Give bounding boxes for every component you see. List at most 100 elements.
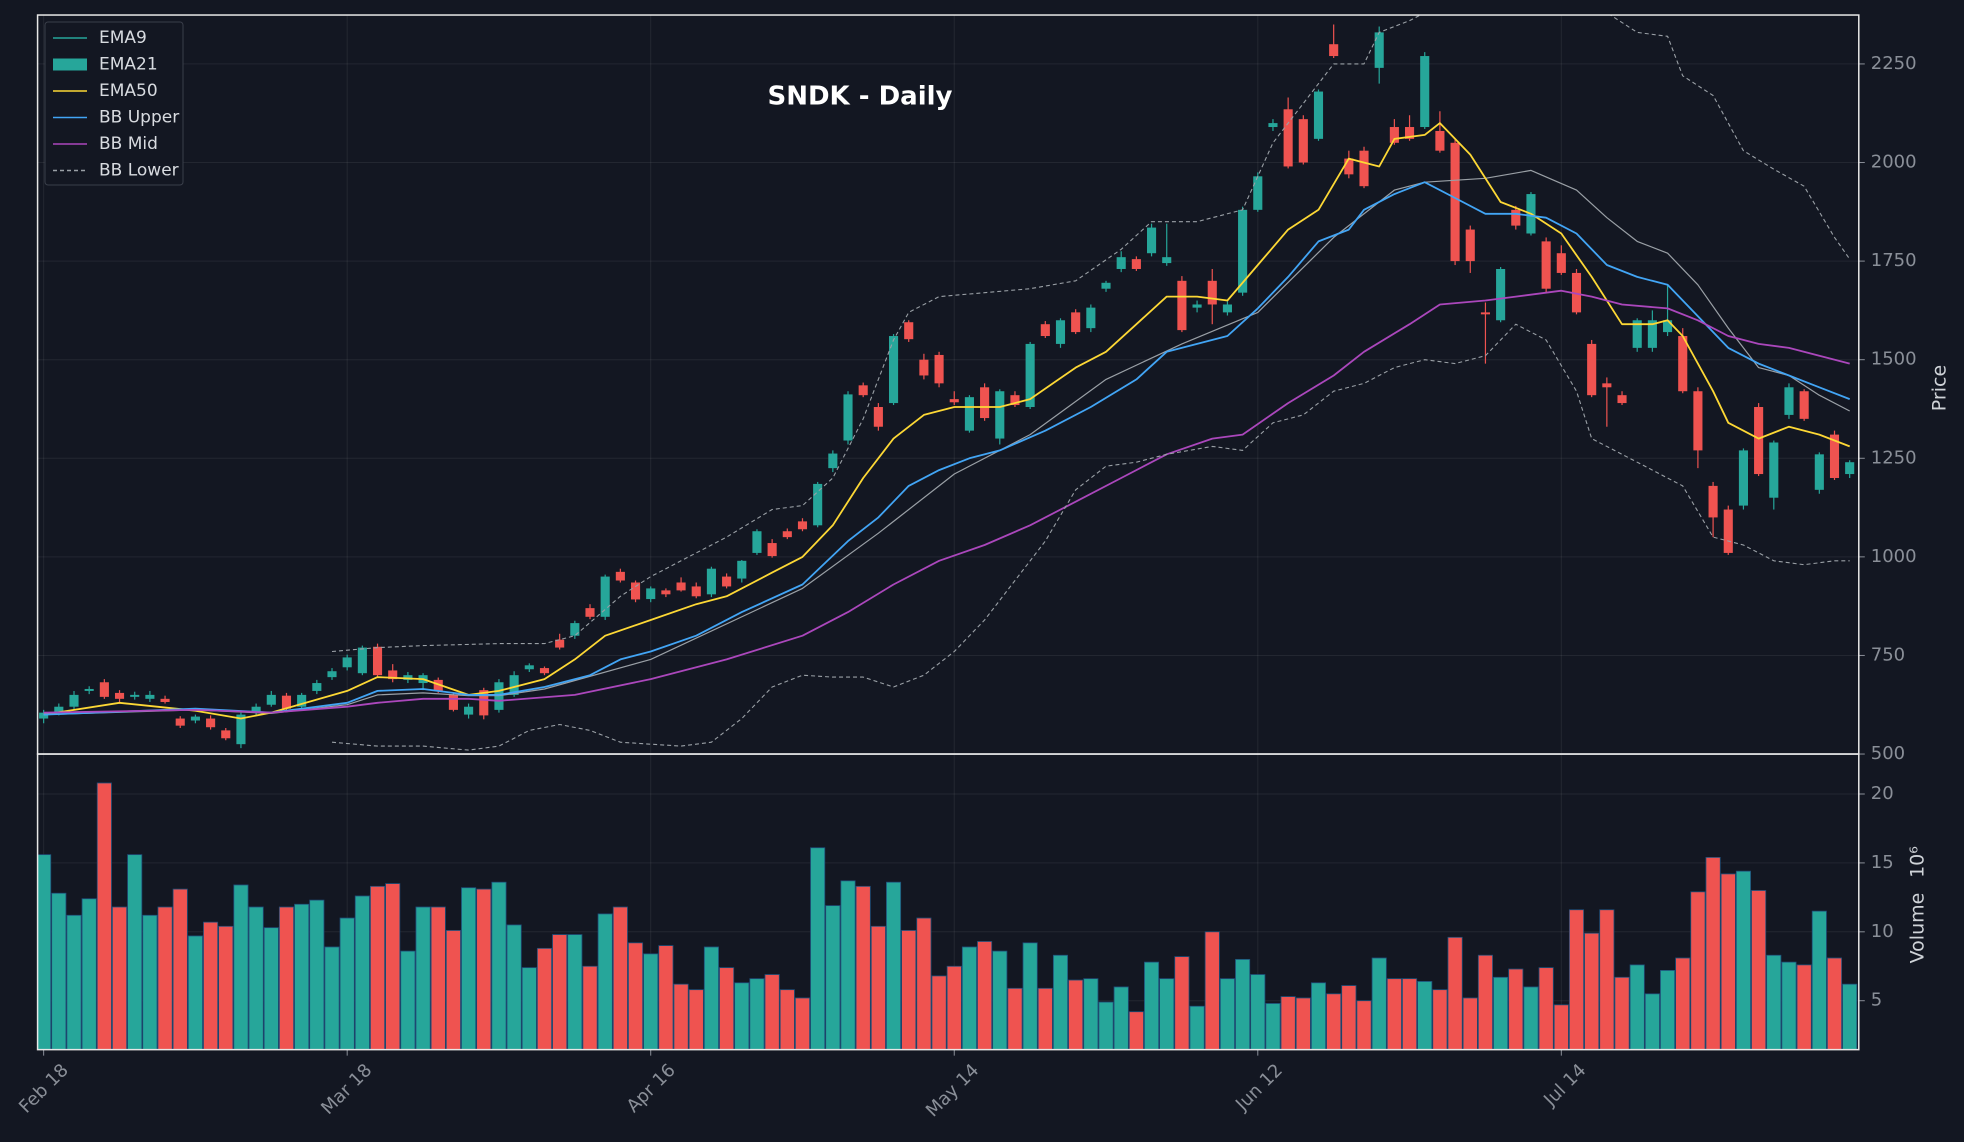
candle-body — [524, 665, 534, 670]
volume-frame — [36, 753, 1860, 1051]
volume-bar — [1796, 964, 1812, 1050]
legend-label: EMA50 — [99, 81, 158, 101]
volume-scale-label: 10⁶ — [1907, 846, 1929, 878]
volume-bar — [840, 880, 856, 1050]
y-tick-label: 10 — [1871, 921, 1894, 942]
volume-bar — [688, 989, 704, 1050]
legend: EMA9 EMA21 EMA50 BB Upper BB Mid BB Lower — [44, 21, 184, 186]
volume-bar — [1462, 997, 1478, 1050]
volume-bar — [1113, 986, 1129, 1050]
volume-bar — [1326, 993, 1342, 1050]
volume-bar — [248, 906, 264, 1050]
candle-body — [828, 453, 838, 469]
y-tick-label: 500 — [1871, 743, 1905, 764]
candle-body — [1344, 158, 1354, 175]
candle-body — [1784, 387, 1794, 415]
volume-bar — [218, 925, 234, 1050]
volume-bar — [1189, 1005, 1205, 1050]
volume-bar — [1432, 989, 1448, 1050]
volume-bar — [1493, 976, 1509, 1050]
volume-bar — [66, 914, 82, 1050]
volume-bar — [37, 854, 52, 1050]
candle-body — [1571, 272, 1582, 313]
volume-bar — [1720, 873, 1736, 1050]
candle-body — [980, 387, 990, 419]
candle-body — [1298, 119, 1308, 163]
candle-body — [1071, 312, 1081, 333]
legend-swatch — [53, 58, 87, 71]
candle-body — [39, 712, 49, 719]
volume-bar — [734, 982, 750, 1050]
candle-body — [1738, 450, 1748, 506]
volume-bar — [461, 887, 477, 1050]
y-tick-label: 1500 — [1871, 349, 1917, 370]
volume-bar — [1690, 891, 1706, 1050]
volume-bar — [1128, 1011, 1144, 1050]
candle-body — [327, 671, 337, 678]
volume-bar — [1068, 979, 1084, 1050]
candle-body — [1055, 320, 1066, 344]
volume-bar — [901, 930, 917, 1050]
volume-bar — [172, 888, 188, 1050]
candle-body — [1465, 229, 1475, 262]
candle-body — [949, 399, 959, 403]
volume-bar — [1675, 957, 1691, 1050]
candle-body — [691, 586, 701, 597]
candle-body — [1389, 127, 1399, 143]
candle-body — [1207, 280, 1217, 305]
legend-label: EMA9 — [99, 28, 147, 48]
candle-body — [479, 690, 489, 716]
candle-body — [1511, 209, 1521, 226]
volume-bar — [1766, 954, 1782, 1050]
y-tick-label: 2000 — [1871, 152, 1917, 173]
candle-body — [1541, 241, 1551, 289]
volume-bar — [1568, 909, 1585, 1050]
volume-bar — [1204, 931, 1220, 1050]
candle-body — [464, 706, 474, 715]
candle-body — [782, 531, 792, 538]
candle-body — [1405, 127, 1415, 139]
candle-body — [646, 588, 656, 600]
candle-body — [615, 571, 625, 581]
volume-bar — [1356, 1000, 1372, 1050]
candle-body — [722, 576, 732, 587]
candle-body — [388, 670, 398, 680]
candle-body — [752, 531, 762, 553]
candle-body — [175, 718, 185, 726]
overlay-line — [331, 323, 1850, 751]
overlay-line — [43, 122, 1851, 720]
candle-body — [160, 698, 170, 702]
volume-bar — [506, 924, 522, 1050]
volume-axis-label: Volume — [1907, 893, 1929, 964]
candle-body — [297, 694, 307, 707]
candle-body — [251, 706, 261, 713]
candle-body — [221, 730, 231, 739]
candle-body — [1025, 343, 1035, 408]
candle-body — [509, 675, 519, 695]
candle-body — [1238, 209, 1248, 293]
volume-bar — [1538, 967, 1554, 1050]
volume-bar — [1477, 954, 1493, 1050]
volume-bar — [1417, 981, 1433, 1050]
volume-bar — [1826, 957, 1843, 1050]
volume-bar — [1250, 974, 1266, 1050]
candle-body — [114, 692, 125, 699]
volume-bar — [1660, 969, 1676, 1050]
volume-bar — [597, 913, 613, 1050]
volume-bar — [567, 934, 583, 1050]
volume-bar — [582, 965, 598, 1050]
volume-bar — [1174, 956, 1190, 1050]
candle-body — [1587, 343, 1597, 396]
y-tick-label: 20 — [1871, 783, 1894, 804]
candle-body — [706, 568, 716, 595]
legend-label: BB Mid — [99, 134, 158, 154]
volume-bar — [719, 967, 735, 1050]
volume-bar — [870, 925, 886, 1050]
candle-body — [813, 483, 823, 526]
candle-body — [767, 543, 777, 557]
volume-bar — [1584, 932, 1600, 1050]
candle-body — [99, 682, 109, 697]
volume-bar — [203, 921, 219, 1050]
volume-bar — [855, 885, 871, 1050]
